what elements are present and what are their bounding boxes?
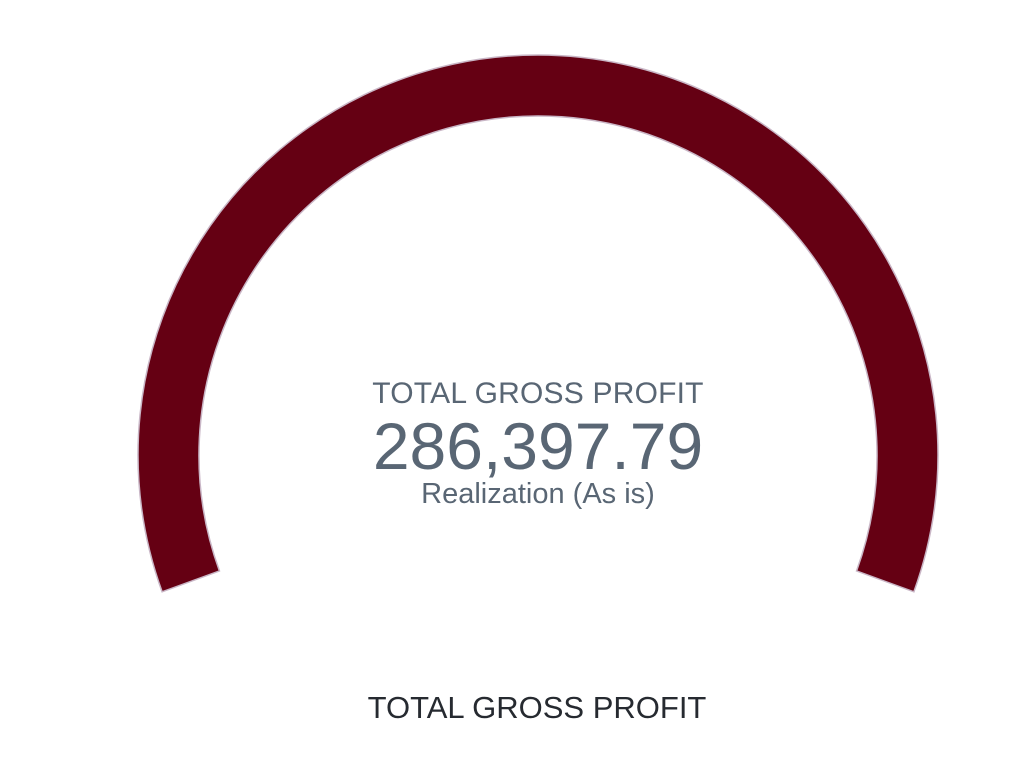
gauge-title: TOTAL GROSS PROFIT bbox=[372, 377, 704, 410]
gauge-fill-arc bbox=[137, 54, 939, 593]
chart-caption: TOTAL GROSS PROFIT bbox=[367, 690, 707, 725]
gauge-sublabel: Realization (As is) bbox=[421, 478, 655, 510]
gauge-value: 286,397.79 bbox=[372, 409, 704, 483]
